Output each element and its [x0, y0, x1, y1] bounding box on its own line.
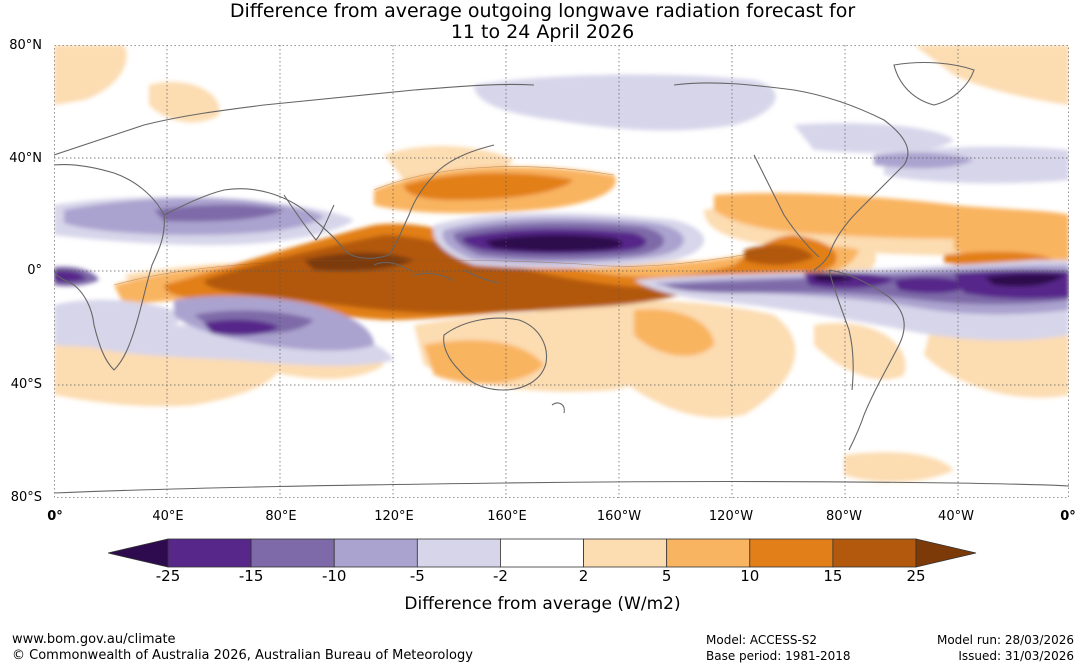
lon-label-160w: 160°W: [596, 509, 642, 524]
footer-copyright: © Commonwealth of Australia 2026, Austra…: [12, 648, 473, 663]
colorbar: [108, 538, 977, 568]
map-title-line1: Difference from average outgoing longwav…: [229, 0, 856, 22]
colorbar-segment: [749, 538, 834, 568]
colorbar-tick-label: -2: [492, 567, 508, 585]
footer-issued: Issued: 31/03/2026: [958, 649, 1074, 663]
lon-label-0-left: 0°: [47, 509, 63, 524]
lat-label-80n: 80°N: [9, 38, 42, 53]
lat-label-40n: 40°N: [9, 151, 42, 166]
lat-label-80s: 80°S: [10, 490, 42, 505]
footer-url: www.bom.gov.au/climate: [12, 632, 176, 647]
colorbar-segment: [832, 538, 917, 568]
lon-label-120w: 120°W: [708, 509, 754, 524]
lon-label-80e: 80°E: [265, 509, 297, 524]
colorbar-tick-label: 25: [906, 567, 926, 585]
colorbar-segment: [666, 538, 751, 568]
footer-model-run: Model run: 28/03/2026: [936, 633, 1074, 647]
coastlines: [54, 62, 1069, 494]
colorbar-min-arrow: [108, 538, 169, 568]
footer-model: Model: ACCESS-S2: [706, 633, 818, 647]
colorbar-tick-label: 10: [740, 567, 760, 585]
colorbar-segment: [250, 538, 335, 568]
colorbar-tick-label: 2: [578, 567, 589, 585]
colorbar-label: Difference from average (W/m2): [404, 594, 681, 614]
colorbar-tick-label: -10: [321, 567, 347, 585]
lon-label-40w: 40°W: [938, 509, 974, 524]
lat-label-0: 0°: [27, 263, 42, 278]
lon-label-40e: 40°E: [152, 509, 184, 524]
anomaly-field: [54, 45, 1069, 482]
colorbar-tick-label: 15: [823, 567, 843, 585]
colorbar-segment: [167, 538, 252, 568]
lon-label-0-right: 0°: [1060, 509, 1076, 524]
contour-lines: [113, 166, 775, 286]
graticule: [54, 45, 1069, 498]
world-map: [54, 45, 1069, 498]
colorbar-max-arrow: [915, 538, 977, 568]
positive-extreme-layer: [304, 252, 414, 272]
lat-label-40s: 40°S: [10, 377, 42, 392]
negative-extreme-layer: [484, 234, 1064, 287]
colorbar-tick-label: 5: [661, 567, 672, 585]
colorbar-tick-label: -5: [409, 567, 425, 585]
colorbar-tick-label: -15: [238, 567, 264, 585]
lon-label-80w: 80°W: [826, 509, 862, 524]
colorbar-segment: [333, 538, 418, 568]
footer-base-period: Base period: 1981-2018: [706, 649, 851, 663]
colorbar-segment: [583, 538, 668, 568]
colorbar-segment: [416, 538, 501, 568]
colorbar-segment: [500, 538, 584, 568]
map-frame: [54, 45, 1069, 498]
positive-very-strong-layer: [204, 235, 814, 314]
colorbar-tick-label: -25: [155, 567, 181, 585]
lon-label-160e: 160°E: [487, 509, 527, 524]
map-title-line2: 11 to 24 April 2026: [450, 21, 635, 43]
lon-label-120e: 120°E: [374, 509, 414, 524]
